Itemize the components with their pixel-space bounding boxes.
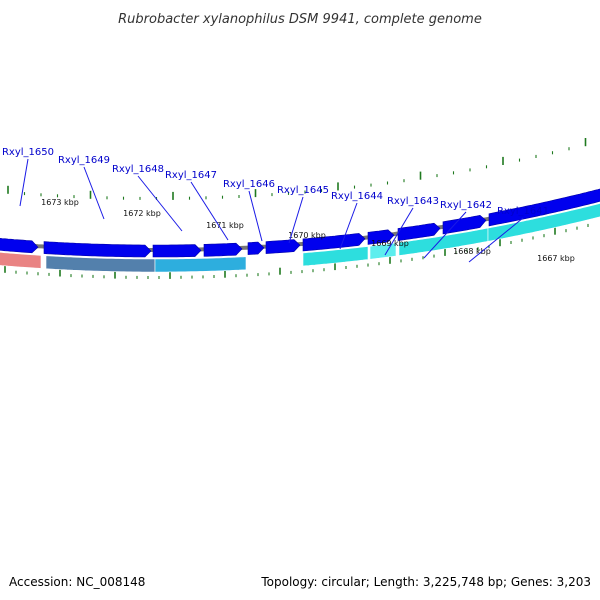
band-cyan — [487, 203, 600, 242]
cds-arrow — [488, 188, 600, 227]
band-steel — [45, 255, 156, 273]
cds-arrow — [367, 229, 395, 245]
gene-label[interactable]: Rxyl_1645 — [277, 185, 329, 196]
callout-line — [339, 202, 358, 250]
map-title: Rubrobacter xylanophilus DSM 9941, compl… — [118, 12, 482, 27]
band-red — [0, 252, 42, 269]
kbp-label: 1669 kbp — [371, 239, 409, 248]
kbp-label: 1671 kbp — [206, 221, 244, 230]
tick-marks — [4, 138, 589, 279]
gene-label[interactable]: Rxyl_1648 — [112, 164, 164, 175]
cds-arrow — [442, 214, 487, 235]
callout-line — [288, 196, 304, 244]
gene-label[interactable]: Rxyl_1643 — [387, 196, 439, 207]
callout-line — [19, 158, 29, 207]
cds-arrow — [302, 233, 366, 252]
kbp-label: 1667 kbp — [537, 254, 575, 263]
cds-arrow — [152, 244, 202, 258]
callout-line — [190, 181, 229, 241]
kbp-labels: 1673 kbp 1672 kbp 1671 kbp 1670 kbp 1669 kbp… — [41, 198, 575, 263]
feature-bands — [0, 203, 600, 273]
callout-line — [423, 211, 467, 259]
cds-arrow — [397, 222, 441, 241]
callout-line — [248, 190, 263, 242]
cds-arrow — [265, 239, 301, 254]
callout-line — [137, 175, 183, 232]
accession-text: Accession: NC_008148 — [9, 575, 145, 589]
kbp-label: 1668 kbp — [453, 247, 491, 256]
gene-label[interactable]: Rxyl_1641 — [497, 206, 549, 217]
cds-arrows — [0, 188, 600, 258]
kbp-label: 1673 kbp — [41, 198, 79, 207]
cds-arrow — [43, 241, 152, 258]
cds-arrow — [203, 242, 243, 257]
callout-line — [384, 207, 414, 256]
gene-label[interactable]: Rxyl_1642 — [440, 200, 492, 211]
gene-label[interactable]: Rxyl_1647 — [165, 170, 217, 181]
kbp-label: 1670 kbp — [288, 231, 326, 240]
cds-arrow — [0, 237, 39, 254]
band-sky — [154, 256, 247, 273]
band-cyan — [302, 246, 369, 267]
gene-label[interactable]: Rxyl_1646 — [223, 179, 275, 190]
gene-label[interactable]: Rxyl_1649 — [58, 155, 110, 166]
gene-label[interactable]: Rxyl_1644 — [331, 191, 383, 202]
gene-label[interactable]: Rxyl_1650 — [2, 147, 54, 158]
genome-summary-text: Topology: circular; Length: 3,225,748 bp… — [260, 575, 591, 589]
callout-line — [83, 166, 105, 220]
kbp-label: 1672 kbp — [123, 209, 161, 218]
cds-arrow — [247, 241, 265, 255]
callout-line — [468, 217, 524, 263]
